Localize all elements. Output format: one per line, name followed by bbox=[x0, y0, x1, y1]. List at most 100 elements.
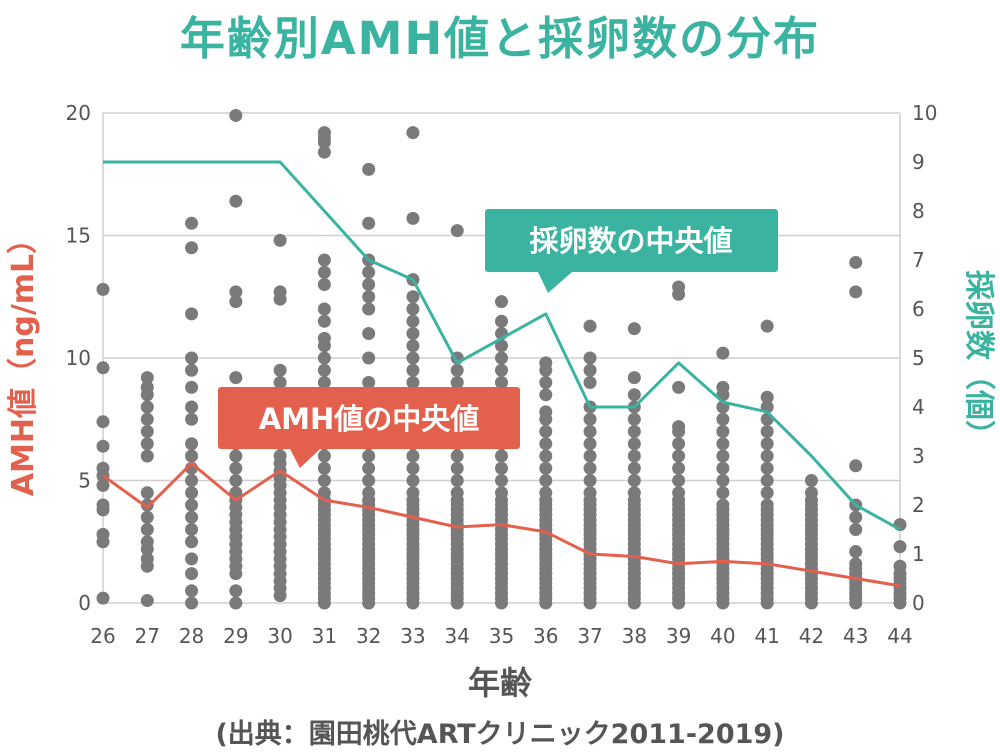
x-tick-label: 34 bbox=[444, 624, 469, 648]
scatter-point bbox=[406, 290, 420, 304]
scatter-point bbox=[406, 126, 420, 140]
scatter-point bbox=[672, 486, 686, 500]
scatter-point bbox=[140, 594, 154, 608]
scatter-point bbox=[583, 486, 597, 500]
x-tick-label: 41 bbox=[754, 624, 779, 648]
scatter-point bbox=[140, 400, 154, 414]
scatter-point bbox=[627, 425, 641, 438]
scatter-point bbox=[539, 376, 553, 389]
scatter-point bbox=[804, 486, 818, 500]
scatter-point bbox=[849, 255, 863, 269]
scatter-point bbox=[539, 356, 553, 370]
scatter-point bbox=[450, 376, 464, 389]
scatter-point bbox=[760, 461, 774, 475]
scatter-point bbox=[627, 449, 641, 463]
amh-callout-box bbox=[218, 387, 520, 449]
source-note: (出典：園田桃代ARTクリニック2011-2019) bbox=[215, 719, 785, 750]
scatter-point bbox=[450, 461, 464, 475]
scatter-point bbox=[539, 405, 553, 419]
scatter-point bbox=[96, 498, 110, 512]
scatter-point bbox=[716, 346, 730, 360]
scatter-point bbox=[362, 302, 376, 316]
x-tick-label: 27 bbox=[135, 624, 160, 648]
scatter-point bbox=[185, 486, 199, 500]
scatter-point bbox=[849, 545, 863, 559]
x-tick-label: 43 bbox=[843, 624, 868, 648]
scatter-point bbox=[362, 486, 376, 500]
scatter-point bbox=[406, 302, 420, 316]
scatter-point bbox=[140, 380, 154, 394]
scatter-point bbox=[229, 285, 243, 299]
x-tick-label: 39 bbox=[666, 624, 691, 648]
scatter-point bbox=[229, 295, 243, 309]
y2-tick-label: 4 bbox=[912, 395, 925, 419]
scatter-point bbox=[140, 449, 154, 463]
y2-tick-label: 2 bbox=[912, 493, 925, 517]
scatter-point bbox=[450, 363, 464, 377]
scatter-point bbox=[627, 437, 641, 451]
y2-tick-label: 9 bbox=[912, 150, 925, 174]
scatter-point bbox=[185, 474, 199, 487]
scatter-point bbox=[362, 327, 376, 340]
scatter-point bbox=[760, 319, 774, 333]
scatter-point bbox=[716, 498, 730, 512]
scatter-point bbox=[627, 388, 641, 402]
scatter-point bbox=[96, 361, 110, 375]
scatter-point bbox=[849, 523, 863, 536]
scatter-point bbox=[140, 552, 154, 566]
scatter-point bbox=[185, 584, 199, 598]
amh-callout-pointer bbox=[290, 449, 320, 468]
scatter-point bbox=[317, 314, 331, 328]
scatter-point bbox=[539, 474, 553, 487]
x-tick-label: 37 bbox=[577, 624, 602, 648]
x-tick-label: 29 bbox=[223, 624, 248, 648]
scatter-point bbox=[140, 486, 154, 500]
scatter-point bbox=[672, 420, 686, 434]
y2-tick-label: 8 bbox=[912, 199, 925, 223]
scatter-point bbox=[495, 339, 508, 353]
scatter-point bbox=[185, 567, 199, 581]
x-tick-label: 30 bbox=[267, 624, 292, 648]
y-tick-label: 5 bbox=[78, 469, 91, 493]
scatter-point bbox=[760, 474, 774, 487]
scatter-point bbox=[583, 461, 597, 475]
scatter-point bbox=[539, 486, 553, 500]
x-tick-label: 44 bbox=[887, 624, 912, 648]
y-tick-label: 15 bbox=[66, 224, 91, 248]
scatter-point bbox=[317, 278, 331, 291]
scatter-point bbox=[672, 449, 686, 463]
scatter-point bbox=[495, 295, 508, 309]
scatter-point bbox=[716, 486, 730, 500]
scatter-point bbox=[716, 461, 730, 475]
scatter-point bbox=[362, 265, 376, 279]
scatter-point bbox=[185, 412, 199, 426]
scatter-point bbox=[893, 559, 907, 573]
scatter-point bbox=[627, 474, 641, 487]
scatter-point bbox=[406, 486, 420, 500]
scatter-point bbox=[849, 510, 863, 524]
scatter-point bbox=[317, 302, 331, 316]
scatter-point bbox=[140, 535, 154, 549]
scatter-point bbox=[317, 126, 331, 140]
y2-tick-label: 5 bbox=[912, 346, 925, 370]
scatter-point bbox=[185, 498, 199, 512]
scatter-point bbox=[583, 412, 597, 426]
scatter-point bbox=[893, 540, 907, 554]
scatter-point bbox=[185, 596, 199, 610]
scatter-point bbox=[273, 376, 287, 389]
x-tick-label: 32 bbox=[356, 624, 381, 648]
scatter-point bbox=[495, 376, 508, 389]
scatter-point bbox=[229, 461, 243, 475]
median-lines bbox=[102, 160, 901, 588]
scatter-point bbox=[317, 265, 331, 279]
scatter-point bbox=[583, 351, 597, 365]
scatter-point bbox=[627, 461, 641, 475]
scatter-point bbox=[140, 425, 154, 438]
scatter-point bbox=[627, 412, 641, 426]
scatter-point bbox=[140, 371, 154, 385]
scatter-point bbox=[140, 523, 154, 536]
scatter-point bbox=[362, 449, 376, 463]
scatter-point bbox=[185, 216, 199, 230]
scatter-point bbox=[760, 425, 774, 438]
y-tick-label: 20 bbox=[66, 101, 91, 125]
